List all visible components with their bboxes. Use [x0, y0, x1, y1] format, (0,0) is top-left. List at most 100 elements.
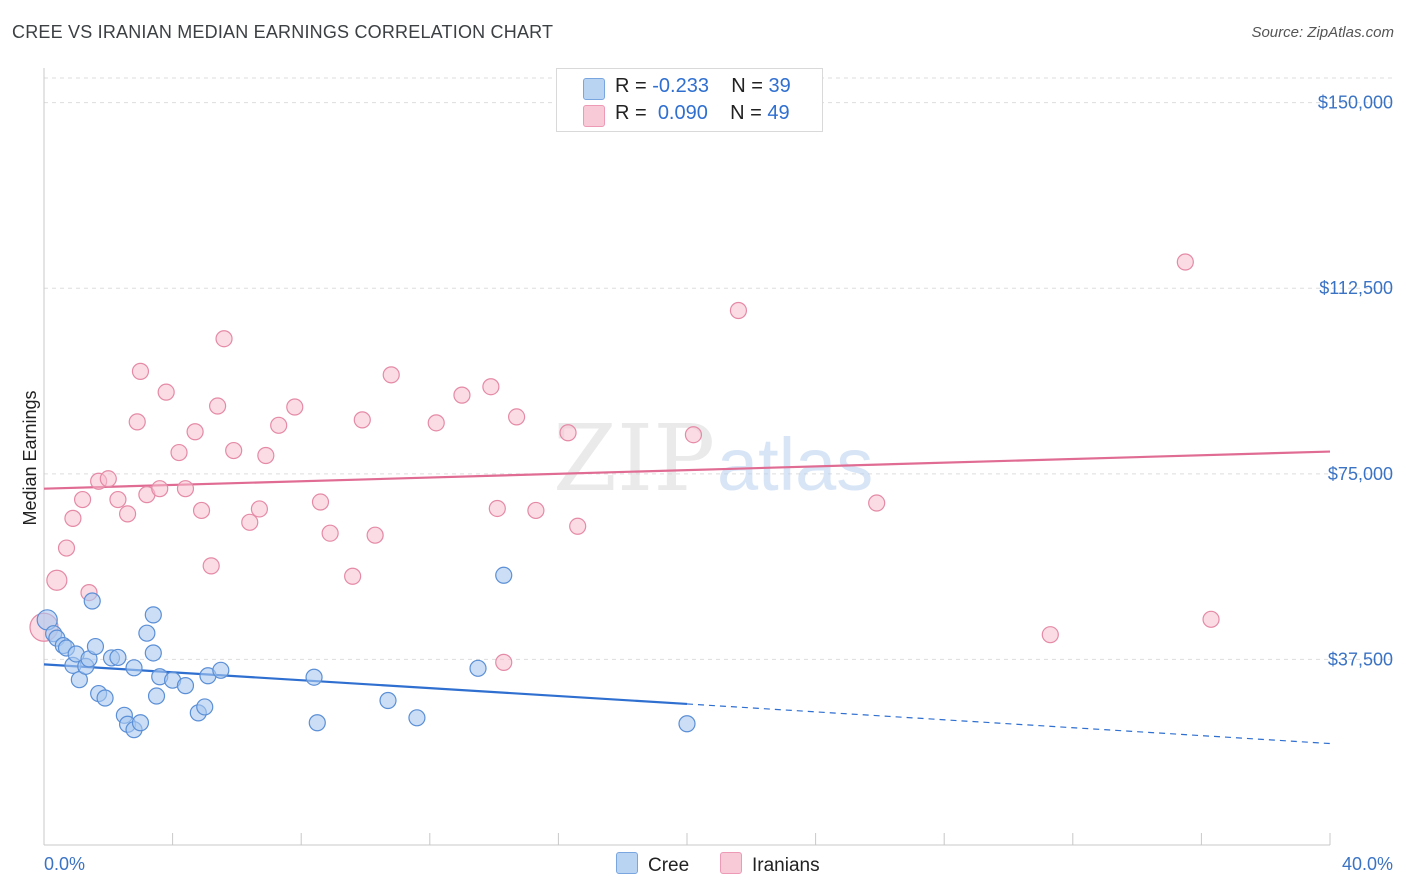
- iranians-point: [131, 362, 150, 380]
- cree-trend-line: [43, 663, 688, 706]
- y-tick-label: $150,000: [1318, 93, 1393, 113]
- y-tick-label: $37,500: [1328, 649, 1393, 669]
- iranians-point: [488, 499, 506, 518]
- iranians-point: [225, 441, 243, 460]
- source-label: Source: ZipAtlas.com: [1251, 24, 1394, 41]
- iranians-point: [186, 423, 204, 441]
- iranians-point: [453, 386, 471, 404]
- iranians-point: [684, 426, 703, 444]
- iranians-point: [57, 539, 76, 557]
- bottom-legend-cree: Cree: [616, 852, 689, 877]
- iranians-point: [202, 557, 220, 575]
- legend-r-label: R =: [615, 102, 647, 124]
- cree-point: [469, 659, 487, 677]
- cree-point: [83, 592, 101, 610]
- legend-n-value-cree: 39: [768, 75, 791, 97]
- iranians-point: [241, 513, 259, 531]
- legend-n-value-iranians: 49: [767, 102, 790, 124]
- iranians-point: [559, 424, 577, 442]
- cree-point: [379, 691, 397, 710]
- iranians-point: [46, 569, 68, 591]
- cree-point: [495, 566, 513, 584]
- watermark-zip: ZIP: [553, 405, 715, 512]
- correlation-legend: R = -0.233 N = 39 R = 0.090 N = 49: [556, 68, 823, 132]
- cree-point: [144, 644, 162, 662]
- iranians-point: [527, 501, 545, 520]
- cree-point: [138, 624, 156, 642]
- legend-n-label: N =: [731, 75, 763, 97]
- gridlines: [44, 77, 1395, 660]
- iranians-trend-line: [43, 450, 1331, 490]
- cree-point: [144, 606, 162, 624]
- legend-r-value-iranians: 0.090: [657, 102, 708, 124]
- cree-legend-icon: [616, 852, 638, 874]
- iranians-point: [73, 490, 92, 509]
- x-tick-max: 40.0%: [1342, 854, 1393, 874]
- cree-point: [109, 648, 127, 667]
- cree-point: [147, 687, 166, 705]
- iranians-legend-icon: [720, 852, 742, 874]
- cree-swatch-icon: [583, 78, 605, 100]
- iranians-point: [508, 408, 526, 426]
- bottom-legend-label: Cree: [648, 855, 690, 876]
- legend-r-value-cree: -0.233: [652, 75, 709, 97]
- iranians-point: [270, 416, 288, 434]
- iranians-point: [118, 505, 137, 523]
- iranians-point: [353, 411, 371, 429]
- iranians-point: [192, 501, 211, 520]
- iranians-point: [868, 494, 886, 512]
- iranians-point: [482, 378, 500, 396]
- iranians-point: [569, 517, 587, 535]
- scatter-points: [29, 253, 1220, 739]
- cree-point: [408, 709, 426, 727]
- iranians-point: [382, 366, 400, 384]
- cree-point: [212, 661, 230, 679]
- legend-n-label: N =: [730, 102, 762, 124]
- axes: [43, 68, 1331, 846]
- iranians-point: [170, 443, 188, 462]
- chart-title: CREE VS IRANIAN MEDIAN EARNINGS CORRELAT…: [12, 22, 554, 42]
- iranians-point: [286, 398, 304, 416]
- y-tick-label: $75,000: [1328, 464, 1393, 484]
- iranians-point: [729, 301, 748, 320]
- cree-point: [176, 677, 195, 695]
- iranians-point: [215, 330, 233, 348]
- y-axis-label: Median Earnings: [20, 390, 40, 525]
- iranians-point: [495, 653, 513, 671]
- x-tick-min: 0.0%: [44, 854, 85, 874]
- y-tick-label: $112,500: [1319, 278, 1393, 298]
- iranians-point: [344, 567, 362, 585]
- iranians-swatch-icon: [583, 105, 605, 127]
- cree-point: [196, 698, 214, 716]
- cree-trend-extension: [686, 703, 1331, 745]
- iranians-point: [209, 397, 227, 415]
- trend-lines: [43, 450, 1331, 745]
- bottom-legend-label: Iranians: [752, 855, 820, 876]
- iranians-point: [1176, 253, 1194, 271]
- iranians-point: [257, 446, 275, 465]
- bottom-legend-iranians: Iranians: [720, 852, 820, 877]
- iranians-point: [157, 383, 175, 401]
- iranians-point: [1202, 610, 1220, 628]
- cree-point: [308, 714, 326, 732]
- iranians-point: [64, 509, 82, 527]
- iranians-point: [109, 490, 127, 509]
- cree-point: [131, 714, 150, 732]
- cree-point: [96, 689, 114, 707]
- iranians-point: [1041, 626, 1059, 644]
- cree-point: [678, 715, 696, 733]
- iranians-point: [128, 413, 146, 431]
- iranians-point: [176, 480, 195, 498]
- iranians-point: [151, 480, 169, 498]
- iranians-point: [427, 414, 445, 432]
- iranians-point: [250, 500, 269, 518]
- legend-r-label: R =: [615, 75, 647, 97]
- iranians-point: [321, 524, 339, 542]
- cree-point: [305, 668, 323, 686]
- iranians-point: [99, 470, 117, 488]
- cree-point: [125, 659, 143, 677]
- iranians-point: [311, 493, 330, 511]
- cree-point: [86, 637, 105, 656]
- y-tick-labels: $37,500 $75,000 $112,500 $150,000: [1318, 93, 1393, 670]
